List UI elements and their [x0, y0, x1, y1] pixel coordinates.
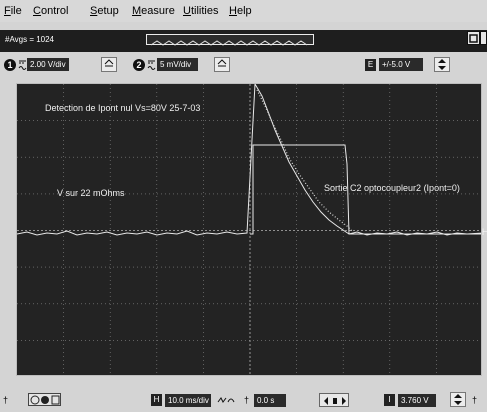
oscilloscope-screen[interactable]: Detection de Ipont nul Vs=80V 25-7-03 V … [16, 83, 482, 376]
menu-utilities[interactable]: Utilities [183, 5, 219, 17]
averaging-label: #Avgs = 1024 [5, 35, 55, 44]
channel-2-badge[interactable]: 2 [133, 59, 145, 71]
horizontal-badge[interactable]: H [151, 394, 162, 406]
channel-1-trace [250, 144, 481, 235]
channel-2-scale-field[interactable]: 5 mV/div [157, 58, 198, 71]
scope-axes [17, 84, 481, 375]
window-icon [469, 34, 478, 43]
trigger-position-strip[interactable] [146, 34, 314, 46]
channel-2-trace-dots [256, 89, 354, 233]
ground-marker-icon[interactable]: ⊢ [482, 227, 487, 237]
trigger-level-spinner[interactable] [450, 392, 466, 407]
coupling-ac-icon[interactable] [147, 58, 156, 72]
channel-1-scale-field[interactable]: 2.00 V/div [27, 58, 69, 71]
delay-nudge-buttons[interactable] [319, 393, 349, 407]
annotation-shunt-voltage: V sur 22 mOhms [57, 188, 125, 198]
annotation-title: Detection de Ipont nul Vs=80V 25-7-03 [45, 103, 201, 113]
delay-marker-icon: † [244, 395, 250, 405]
scope-grid [17, 84, 481, 375]
channel-1-scale-spinner[interactable] [101, 57, 117, 72]
run-mode-buttons[interactable] [28, 393, 61, 406]
zigzag-icon [150, 40, 308, 46]
scope-plot [17, 84, 481, 375]
timebase-mode-icon[interactable] [217, 394, 237, 406]
cursor-marker-icon[interactable]: † [3, 395, 9, 405]
extra-toolbar-button[interactable] [480, 31, 487, 45]
channel-1-badge[interactable]: 1 [4, 59, 16, 71]
spinner-arrows-icon [438, 59, 446, 70]
coupling-dc-icon[interactable] [18, 58, 27, 72]
timebase-field[interactable]: 10.0 ms/div [165, 394, 211, 407]
external-trigger-badge[interactable]: E [365, 59, 376, 71]
menu-help[interactable]: Help [229, 5, 252, 17]
trigger-badge[interactable]: I [384, 394, 395, 406]
spinner-arrows-icon [104, 59, 114, 67]
spinner-arrows-icon [217, 59, 227, 67]
menu-control[interactable]: Control [33, 5, 69, 17]
timebase-toolbar: † H 10.0 ms/div † 0.0 s I 3.760 V † [0, 388, 487, 412]
menu-measure[interactable]: Measure [132, 5, 175, 17]
nudge-arrows-icon [324, 397, 346, 405]
channel-toolbar: 1 2.00 V/div 2 5 mV/div E +/-5.0 V [0, 54, 487, 78]
trigger-level-field[interactable]: 3.760 V [398, 394, 436, 407]
trigger-marker-icon: † [472, 395, 478, 405]
delay-field[interactable]: 0.0 s [254, 394, 286, 407]
spinner-arrows-icon [454, 394, 462, 405]
channel-2-scale-spinner[interactable] [214, 57, 230, 72]
acquisition-toolbar: #Avgs = 1024 [0, 30, 487, 52]
external-range-spinner[interactable] [434, 57, 450, 72]
menu-bar: File Control Setup Measure Utilities Hel… [0, 0, 487, 22]
window-layout-button[interactable] [467, 31, 480, 45]
channel-2-trace [17, 84, 481, 236]
menu-file[interactable]: File [4, 5, 22, 17]
menu-setup[interactable]: Setup [90, 5, 119, 17]
annotation-optocoupler-output: Sortie C2 optocoupleur2 (Ipont=0) [324, 183, 460, 193]
external-range-field[interactable]: +/-5.0 V [379, 58, 423, 71]
run-stop-icon [30, 395, 60, 405]
